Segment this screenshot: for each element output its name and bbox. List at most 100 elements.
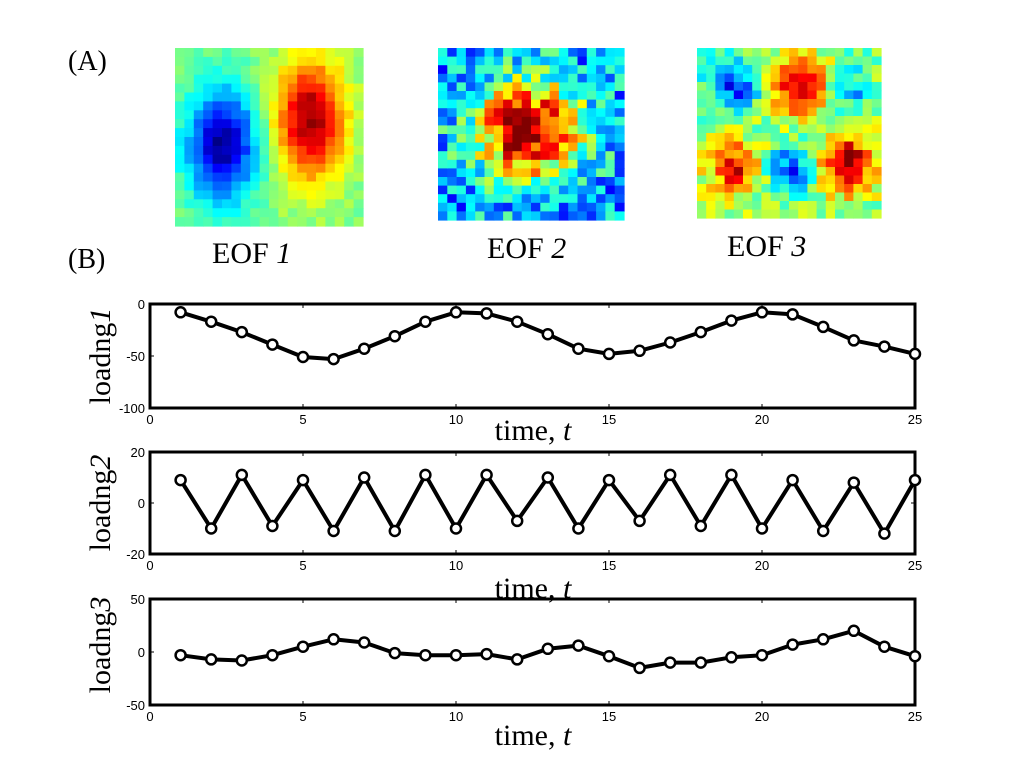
y-tick-label: 20 — [131, 445, 145, 460]
eof-cell — [577, 91, 588, 101]
eof-cell — [353, 119, 364, 129]
eof-cell — [240, 172, 251, 183]
eof-cell — [558, 185, 569, 195]
eof-cell — [789, 133, 799, 143]
eof-cell — [175, 208, 185, 218]
data-point — [174, 306, 187, 319]
eof-cell — [222, 48, 232, 58]
eof-cell — [240, 83, 251, 94]
eof-cell — [752, 184, 762, 194]
eof-cell — [465, 168, 476, 178]
eof-cell — [203, 65, 214, 76]
eof-cell — [212, 110, 223, 120]
eof-cell — [816, 116, 827, 126]
eof-cell — [175, 154, 185, 165]
eof-cell — [184, 199, 195, 209]
eof-cell — [531, 125, 541, 135]
eof-cell — [344, 101, 355, 111]
eof-cell — [222, 83, 232, 94]
eof-cell — [231, 137, 242, 147]
eof-cell — [835, 141, 845, 151]
eof-cell — [212, 65, 223, 76]
x-axis-label: time, t — [495, 719, 572, 752]
eof-cell — [503, 91, 513, 101]
eof-cell — [231, 92, 242, 102]
eof-cell — [175, 119, 185, 129]
eof-cell — [706, 124, 716, 134]
eof-cell — [222, 92, 232, 102]
eof-cell — [761, 116, 772, 126]
eof-cell — [586, 168, 597, 178]
eof-cell — [475, 56, 486, 66]
data-point — [908, 649, 922, 663]
eof-cell — [278, 217, 289, 227]
eof-cell — [521, 177, 532, 187]
eof-cell — [825, 209, 836, 219]
eof-cell — [733, 90, 744, 100]
eof-cell — [862, 56, 873, 66]
eof-cell — [316, 119, 326, 129]
eof-cell — [789, 82, 799, 92]
eof-cell — [853, 48, 864, 58]
eof-cell — [596, 211, 606, 221]
eof-caption-1: EOF 1 — [212, 237, 291, 270]
eof-cell — [825, 167, 836, 177]
eof-cell — [306, 190, 317, 200]
eof-cell — [203, 92, 214, 102]
eof-cell — [250, 172, 261, 183]
eof-cell — [697, 175, 707, 185]
eof-cell — [862, 184, 873, 194]
eof-cell — [484, 185, 495, 195]
eof-cell — [175, 92, 185, 102]
eof-cell — [706, 201, 716, 211]
eof-cell — [193, 56, 204, 67]
eof-cell — [835, 56, 845, 66]
eof-cell — [438, 65, 448, 75]
eof-cell — [807, 116, 818, 126]
eof-cell — [193, 74, 204, 85]
eof-cell — [706, 192, 716, 202]
eof-cell — [614, 134, 625, 144]
eof-cell — [816, 209, 827, 219]
eof-cell — [269, 83, 279, 94]
eof-cell — [250, 83, 261, 94]
eof-cell — [715, 192, 726, 202]
eof-cell — [334, 110, 345, 120]
eof-cell — [770, 184, 781, 194]
eof-cell — [853, 133, 864, 143]
eof-cell — [825, 73, 836, 83]
eof-cell — [316, 172, 326, 183]
eof-cell — [568, 159, 579, 169]
eof-cell — [871, 116, 882, 126]
eof-cell — [605, 73, 616, 83]
eof-cell — [697, 192, 707, 202]
eof-cell — [724, 124, 735, 134]
eof-cell — [825, 158, 836, 168]
eof-cell — [596, 134, 606, 144]
eof-cell — [250, 154, 261, 165]
eof-cell — [779, 116, 790, 126]
eof-cell — [353, 163, 364, 174]
eof-cell — [259, 101, 270, 111]
eof-cell — [334, 163, 345, 174]
eof-cell — [549, 159, 560, 169]
eof-cell — [577, 108, 588, 118]
x-tick-label: 5 — [299, 412, 306, 427]
eof-cell — [521, 99, 532, 109]
eof-cell — [184, 83, 195, 94]
eof-cell — [733, 48, 744, 58]
eof-cell — [789, 48, 799, 58]
eof-cell — [259, 163, 270, 174]
eof-cell — [743, 184, 753, 194]
eof-cell — [798, 175, 808, 185]
eof-cell — [531, 65, 541, 75]
eof-cell — [844, 90, 854, 100]
eof-cell — [484, 142, 495, 152]
eof-cell — [779, 82, 790, 92]
eof-cell — [465, 82, 476, 92]
eof-cell — [549, 56, 560, 66]
eof-cell — [743, 82, 753, 92]
eof-cell — [456, 134, 467, 144]
data-point — [449, 648, 463, 662]
eof-cell — [250, 137, 261, 147]
